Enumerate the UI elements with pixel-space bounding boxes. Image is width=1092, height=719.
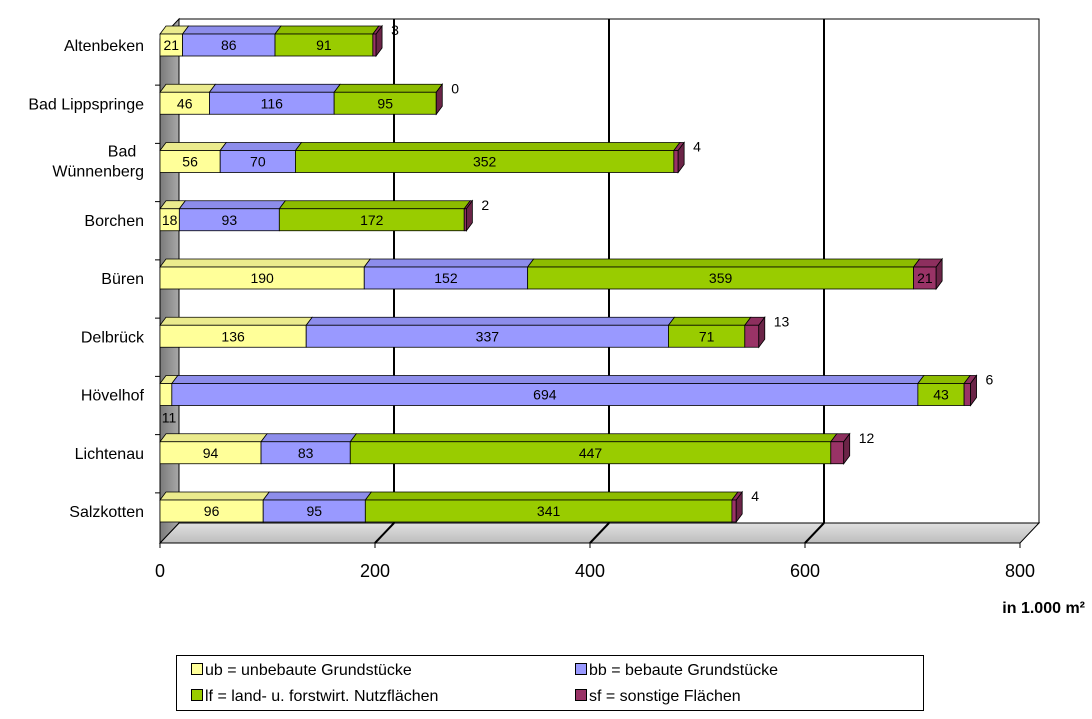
legend-item-ub: ub = unbebaute Grundstücke (191, 662, 412, 680)
bar-value-label: 56 (182, 154, 198, 170)
bar-value-label: 341 (537, 503, 561, 519)
bar-value-label: 4 (751, 488, 759, 504)
bar-segment-sf (673, 141, 685, 174)
bar-segment-sf (435, 83, 443, 116)
x-tick-label: 600 (790, 561, 820, 581)
bar-value-label: 70 (250, 154, 266, 170)
bar-value-label: 46 (177, 95, 193, 111)
legend-label-sf: sf = sonstige Flächen (589, 688, 741, 705)
bar-value-label: 2 (481, 197, 489, 213)
legend-swatch-sf (575, 689, 587, 701)
bar-segment-bb (208, 83, 341, 115)
bar-segment-lf (917, 375, 971, 406)
bar-segment-lf (294, 142, 681, 173)
legend-item-lf: lf = land- u. forstwirt. Nutzflächen (191, 688, 438, 706)
bar-value-label: 93 (222, 212, 238, 228)
bar-value-label: 13 (774, 313, 790, 329)
x-tick-label: 200 (360, 561, 390, 581)
legend-item-sf: sf = sonstige Flächen (575, 688, 741, 706)
gridline-floor (589, 522, 610, 544)
category-label: Hövelhof (81, 388, 145, 405)
bar-segment-ub (159, 316, 313, 348)
bar-value-label: 152 (434, 270, 458, 286)
bar-value-label: 172 (360, 212, 384, 228)
bar-value-label: 91 (316, 37, 332, 53)
category-label: Bad Lippspringe (28, 96, 144, 113)
bar-value-label: 83 (298, 445, 314, 461)
bar-value-label: 71 (699, 328, 715, 344)
bar-segment-sf (963, 374, 978, 407)
bar-value-label: 352 (473, 154, 497, 170)
gridline-floor (374, 522, 395, 544)
bar-value-label: 21 (163, 37, 179, 53)
bar-segment-sf (830, 432, 851, 465)
legend-swatch-ub (191, 663, 203, 675)
legend-label-ub: ub = unbebaute Grundstücke (205, 662, 412, 679)
bar-segment-bb (181, 25, 282, 57)
bar-segment-lf (667, 316, 752, 348)
bar-value-label: 18 (162, 212, 178, 228)
bar-segment-ub (159, 200, 187, 232)
gridline-floor (804, 522, 825, 544)
category-label: Salzkotten (69, 504, 144, 521)
bar-segment-sf (744, 316, 766, 349)
bar-segment-sf (463, 199, 474, 232)
bar-segment-lf (333, 83, 444, 115)
bar-segment-bb (178, 200, 287, 232)
bar-segment-bb (363, 258, 535, 290)
x-tick-label: 400 (575, 561, 605, 581)
bar-value-label: 4 (693, 139, 701, 155)
bar-segment-ub (159, 491, 270, 523)
category-label: Lichtenau (75, 446, 144, 463)
legend-swatch-lf (191, 689, 203, 701)
bar-segment-bb (262, 491, 373, 523)
x-tick-label: 800 (1005, 561, 1035, 581)
category-label: Bad Wünnenberg (52, 144, 144, 181)
legend: ub = unbebaute Grundstücke bb = bebaute … (176, 655, 924, 711)
bar-value-label: 337 (476, 328, 500, 344)
bar-segment-sf (912, 257, 943, 291)
bar-segment-sf (372, 24, 383, 58)
bar-value-label: 95 (306, 503, 322, 519)
bar-segment-lf (364, 491, 739, 523)
bar-value-label: 190 (250, 270, 274, 286)
bar-segment-bb (219, 142, 303, 173)
bars (159, 24, 978, 524)
category-label: Altenbeken (64, 38, 144, 55)
bar-value-label: 447 (579, 445, 603, 461)
x-axis-unit-label: in 1.000 m² (1002, 600, 1085, 617)
bar-segment-ub (159, 142, 227, 173)
category-label: Büren (101, 271, 144, 288)
bar-value-label: 94 (203, 445, 219, 461)
legend-item-bb: bb = bebaute Grundstücke (575, 662, 778, 680)
bar-segment-bb (260, 433, 358, 465)
legend-swatch-bb (575, 663, 587, 675)
x-tick-label: 0 (155, 561, 165, 581)
legend-label-lf: lf = land- u. forstwirt. Nutzflächen (205, 688, 439, 705)
bar-value-label: 12 (859, 430, 875, 446)
bar-value-label: 116 (261, 95, 284, 111)
category-label: Delbrück (81, 329, 145, 346)
bar-value-label: 86 (221, 37, 237, 53)
bar-segment-lf (349, 433, 838, 465)
bar-value-label: 6 (986, 372, 994, 388)
bar-value-label: 95 (377, 95, 393, 111)
category-label: Borchen (84, 213, 144, 230)
bar-value-label: 11 (162, 410, 177, 426)
bar-value-label: 3 (391, 22, 399, 38)
bar-value-label: 21 (917, 270, 933, 286)
bar-value-label: 359 (709, 270, 733, 286)
bar-value-label: 43 (933, 387, 949, 403)
bar-segment-sf (731, 490, 743, 524)
bar-value-label: 136 (221, 328, 245, 344)
bar-segment-ub (159, 258, 372, 290)
bar-segment-lf (526, 258, 921, 290)
bar-value-label: 694 (533, 387, 557, 403)
bar-value-label: 0 (451, 80, 459, 96)
legend-label-bb: bb = bebaute Grundstücke (589, 662, 779, 679)
bar-value-label: 96 (204, 503, 220, 519)
